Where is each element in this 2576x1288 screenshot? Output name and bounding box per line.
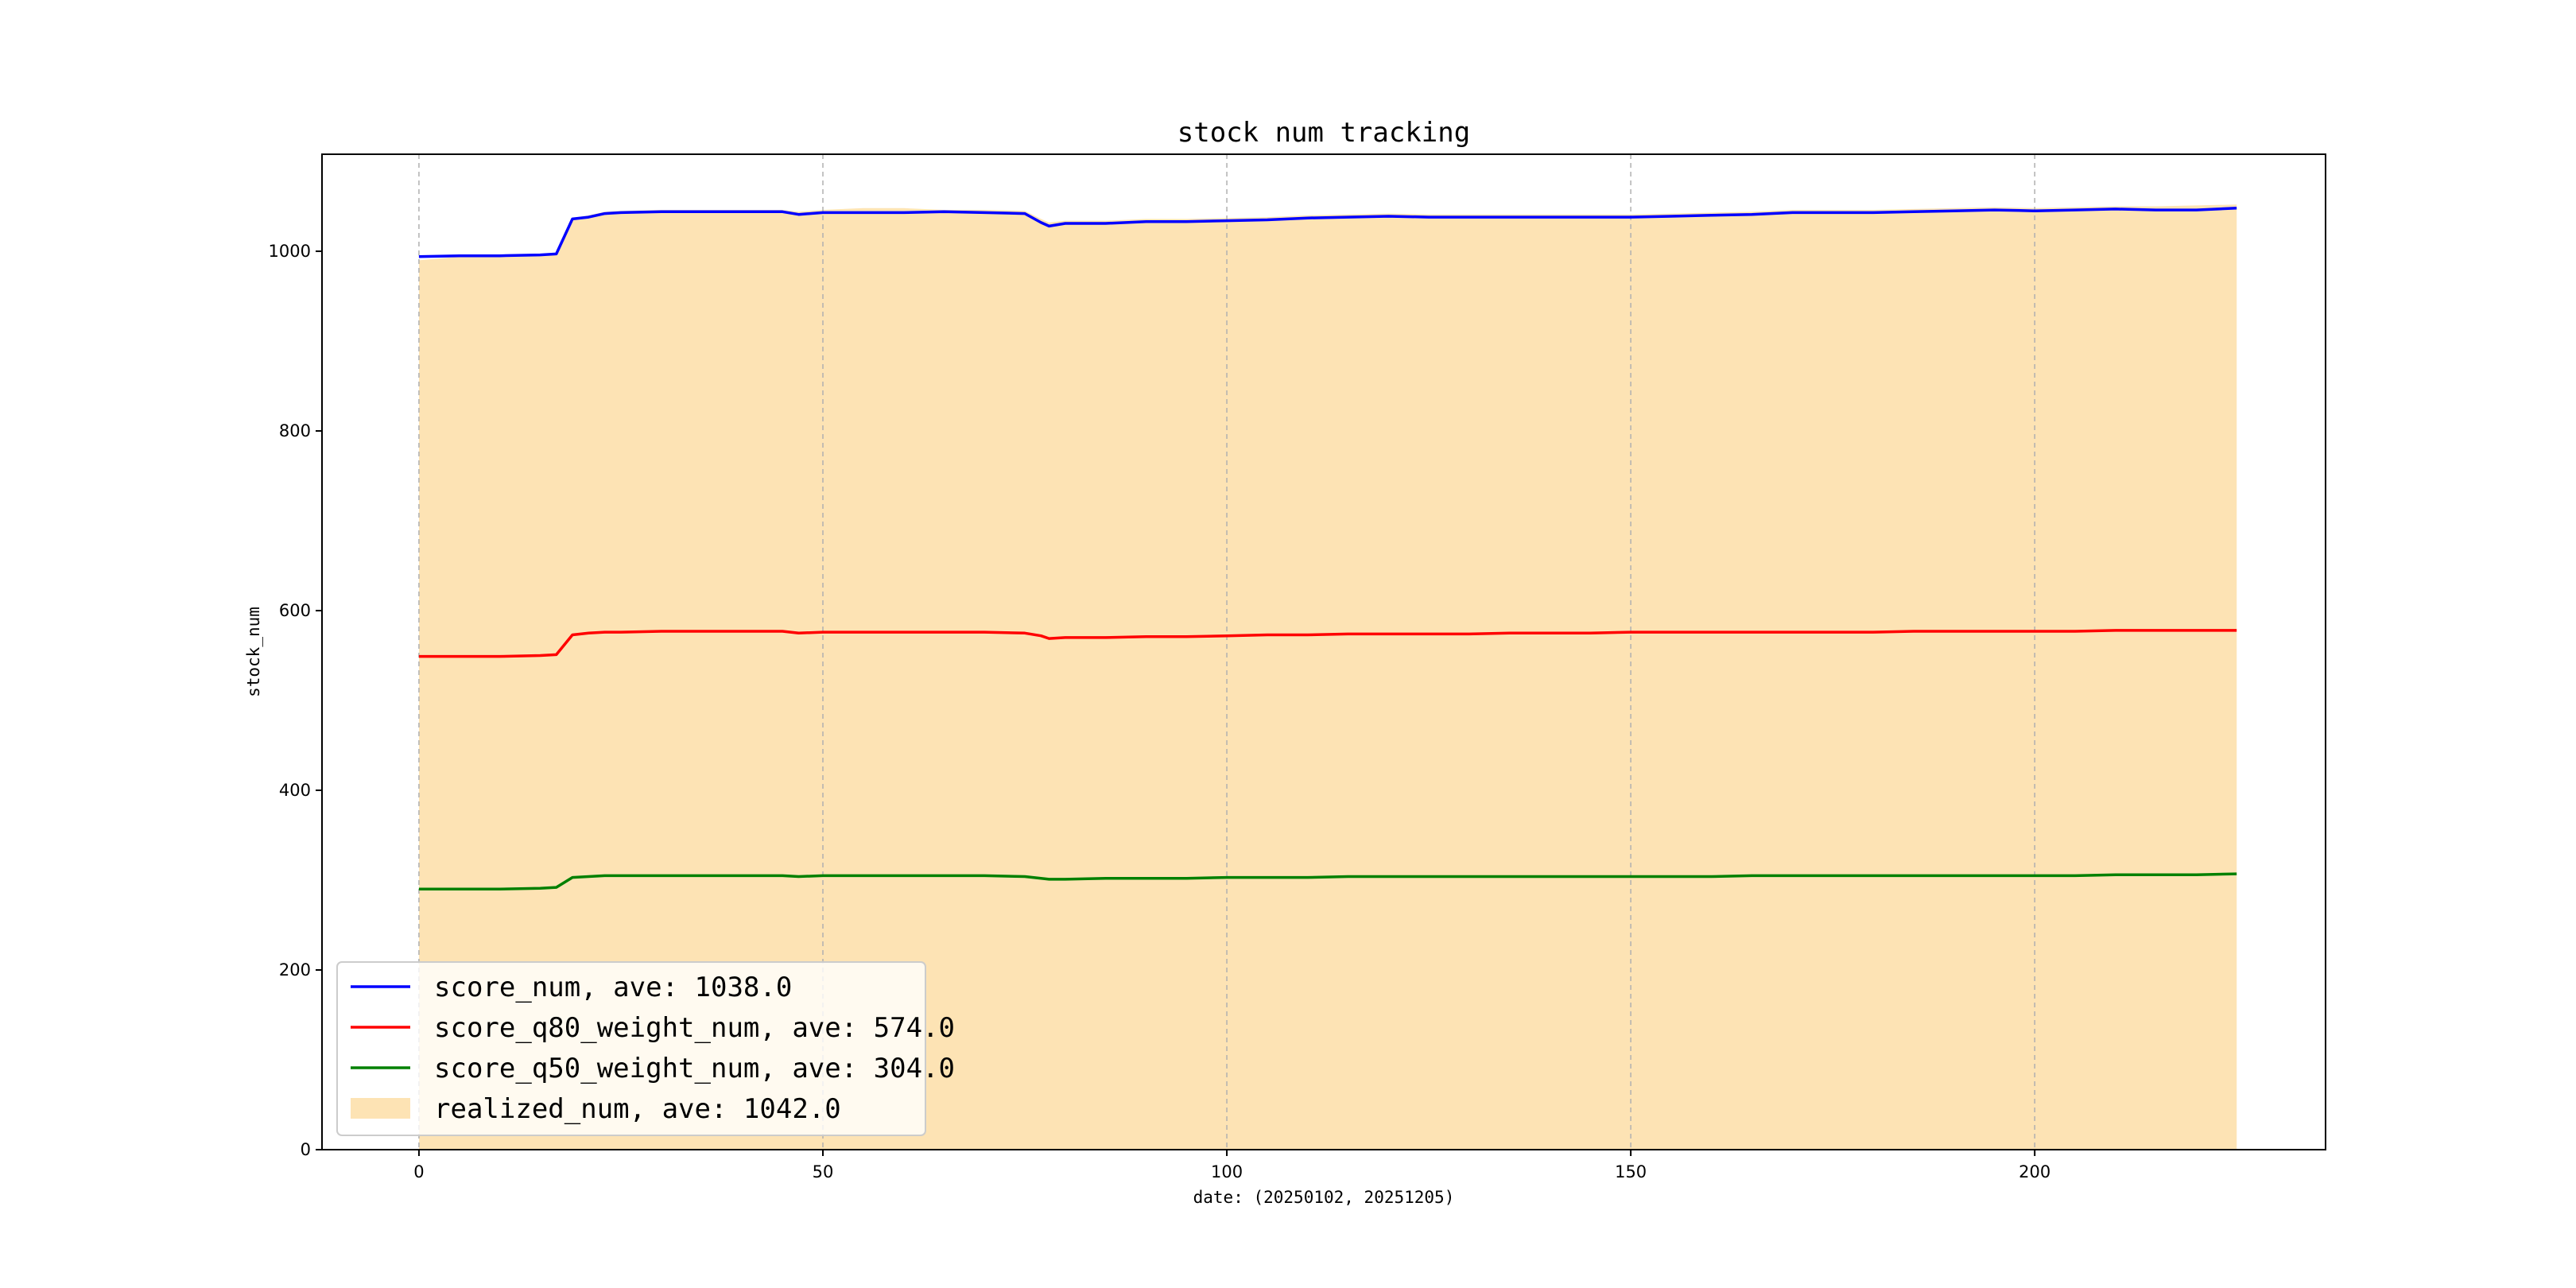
y-axis-ticks: 0 200 400 600 800 1000 (269, 242, 322, 1159)
x-axis-label: date: (20250102, 20251205) (1193, 1188, 1455, 1207)
x-axis-ticks: 0 50 100 150 200 (413, 1150, 2050, 1181)
axes-frame (321, 153, 2326, 1150)
y-tick-label: 600 (279, 601, 311, 620)
x-tick-label: 200 (2019, 1162, 2050, 1181)
legend-label-score-q80: score_q80_weight_num, ave: 574.0 (434, 1012, 955, 1044)
legend-swatch-realized (351, 1098, 410, 1119)
x-tick-label: 100 (1211, 1162, 1243, 1181)
legend-label-realized: realized_num, ave: 1042.0 (434, 1093, 841, 1125)
y-tick-label: 200 (279, 960, 311, 980)
x-tick-label: 150 (1615, 1162, 1647, 1181)
legend-box (336, 961, 926, 1136)
series-line-score-num (418, 207, 2237, 258)
y-tick-label: 400 (279, 781, 311, 800)
y-tick-label: 800 (279, 421, 311, 440)
x-tick-label: 0 (413, 1162, 424, 1181)
legend-label-score-num: score_num, ave: 1038.0 (434, 972, 792, 1003)
x-tick-label: 50 (813, 1162, 834, 1181)
series-area-realized-num (418, 204, 2237, 1150)
series-line-score-q80 (418, 629, 2237, 658)
series-line-score-q50 (418, 872, 2237, 891)
y-tick-label: 1000 (269, 242, 311, 261)
legend: score_num, ave: 1038.0 score_q80_weight_… (336, 961, 955, 1136)
plot-area (418, 154, 2237, 1150)
legend-label-score-q50: score_q50_weight_num, ave: 304.0 (434, 1053, 955, 1084)
y-axis-label: stock_num (244, 607, 263, 697)
y-tick-label: 0 (301, 1140, 311, 1159)
chart-title: stock num tracking (1177, 117, 1470, 149)
